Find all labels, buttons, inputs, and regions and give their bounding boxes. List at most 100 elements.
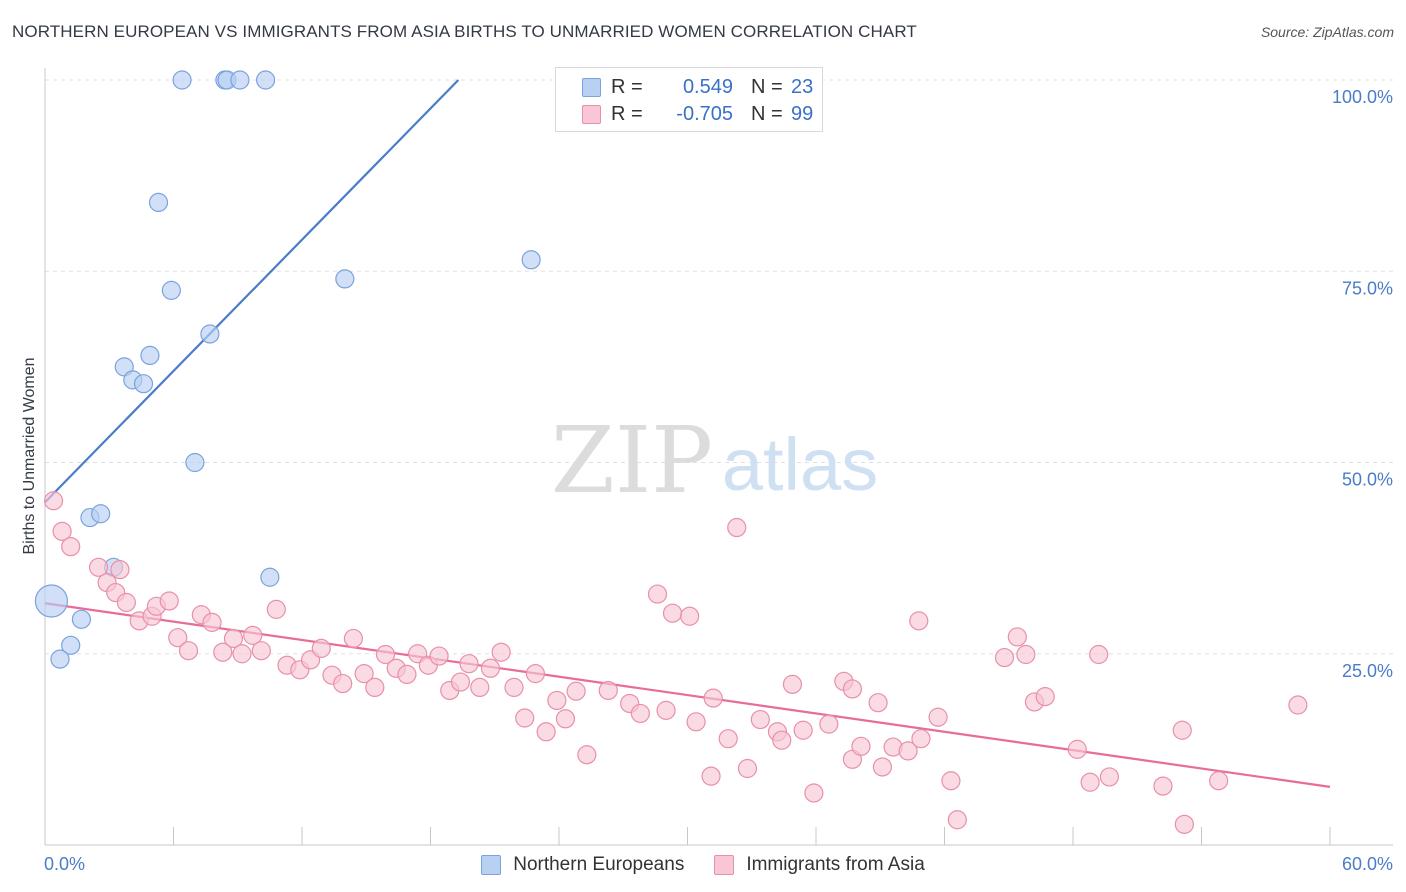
point-immigrants-from-asia: [662, 603, 683, 623]
point-immigrants-from-asia: [680, 606, 700, 626]
point-immigrants-from-asia: [630, 703, 650, 724]
point-immigrants-from-asia: [375, 644, 396, 665]
x-tick-label: 0.0%: [44, 854, 85, 874]
point-immigrants-from-asia: [159, 591, 179, 611]
point-immigrants-from-asia: [718, 729, 738, 749]
point-northern-europeans: [260, 567, 280, 587]
point-northern-europeans: [335, 269, 355, 289]
point-immigrants-from-asia: [213, 642, 233, 662]
point-northern-europeans: [185, 452, 205, 473]
y-tick-label: 25.0%: [1342, 661, 1393, 681]
legend-swatch-pink: [714, 855, 735, 875]
point-immigrants-from-asia: [898, 741, 918, 761]
point-immigrants-from-asia: [354, 664, 374, 684]
legend-row-northern-europeans: R = 0.549 N = 23: [556, 73, 813, 101]
legend-r-value: -0.705: [676, 102, 733, 125]
point-immigrants-from-asia: [1067, 739, 1087, 759]
point-northern-europeans: [255, 70, 276, 90]
point-immigrants-from-asia: [750, 709, 770, 730]
point-immigrants-from-asia: [223, 628, 244, 649]
legend-n-label: N =: [751, 75, 783, 98]
point-immigrants-from-asia: [1174, 814, 1194, 834]
point-immigrants-from-asia: [1172, 720, 1192, 740]
y-tick-labels: 100.0% 75.0% 50.0% 25.0%: [1332, 87, 1393, 681]
point-immigrants-from-asia: [168, 628, 188, 648]
axes: [44, 68, 1393, 846]
point-immigrants-from-asia: [947, 810, 967, 830]
point-immigrants-from-asia: [525, 664, 546, 684]
point-immigrants-from-asia: [116, 592, 136, 613]
point-immigrants-from-asia: [941, 771, 961, 791]
point-immigrants-from-asia: [851, 736, 871, 756]
point-immigrants-from-asia: [311, 638, 331, 658]
point-immigrants-from-asia: [819, 714, 839, 734]
legend-n-label: N =: [751, 102, 783, 125]
point-immigrants-from-asia: [88, 557, 109, 577]
point-immigrants-from-asia: [686, 712, 706, 732]
point-northern-europeans: [91, 504, 111, 524]
point-immigrants-from-asia: [577, 745, 597, 765]
point-northern-europeans: [71, 609, 92, 629]
x-tick-labels: 0.0% 60.0%: [44, 854, 1393, 874]
point-immigrants-from-asia: [703, 688, 723, 708]
point-immigrants-from-asia: [1007, 627, 1027, 647]
legend-n-value: 99: [791, 102, 814, 125]
point-immigrants-from-asia: [782, 674, 803, 694]
point-immigrants-from-asia: [397, 664, 417, 685]
legend-swatch-blue: [582, 77, 601, 97]
point-northern-europeans: [140, 345, 160, 365]
y-axis-label: Births to Unmarried Women: [21, 357, 38, 554]
point-immigrants-from-asia: [178, 641, 199, 661]
point-northern-europeans: [521, 250, 541, 270]
point-immigrants-from-asia: [480, 658, 501, 678]
point-immigrants-from-asia: [701, 766, 721, 786]
point-immigrants-from-asia: [872, 757, 892, 777]
point-immigrants-from-asia: [504, 677, 524, 698]
point-immigrants-from-asia: [1153, 776, 1173, 796]
point-immigrants-from-asia: [536, 722, 556, 742]
point-immigrants-from-asia: [737, 758, 758, 779]
point-northern-europeans: [61, 635, 81, 655]
legend-label: Northern Europeans: [513, 854, 685, 875]
point-immigrants-from-asia: [1089, 644, 1109, 665]
legend-swatch-blue: [481, 855, 502, 875]
point-immigrants-from-asia: [43, 491, 64, 511]
point-immigrants-from-asia: [804, 783, 824, 803]
point-immigrants-from-asia: [727, 517, 747, 538]
legend-item-northern-europeans[interactable]: Northern Europeans: [481, 854, 684, 876]
point-immigrants-from-asia: [793, 720, 813, 740]
x-tick-label: 60.0%: [1342, 854, 1393, 874]
data-points: [34, 70, 1308, 834]
point-immigrants-from-asia: [333, 673, 353, 694]
point-immigrants-from-asia: [266, 599, 286, 619]
point-immigrants-from-asia: [868, 693, 888, 713]
series-legend: Northern Europeans Immigrants from Asia: [0, 852, 1406, 878]
legend-item-immigrants-from-asia[interactable]: Immigrants from Asia: [714, 854, 925, 876]
legend-r-value: 0.549: [682, 75, 733, 98]
correlation-legend: R = 0.549 N = 23 R = -0.705 N = 99: [555, 67, 823, 132]
chart-title: NORTHERN EUROPEAN VS IMMIGRANTS FROM ASI…: [12, 22, 917, 41]
point-immigrants-from-asia: [61, 537, 81, 557]
point-immigrants-from-asia: [110, 559, 130, 580]
point-immigrants-from-asia: [566, 681, 586, 701]
point-immigrants-from-asia: [251, 641, 271, 661]
watermark-atlas: atlas: [722, 423, 878, 506]
y-tick-label: 100.0%: [1332, 87, 1393, 107]
point-northern-europeans: [200, 324, 220, 344]
point-immigrants-from-asia: [598, 680, 618, 701]
legend-row-immigrants-from-asia: R = -0.705 N = 99: [556, 100, 813, 128]
point-northern-europeans: [172, 70, 192, 90]
point-immigrants-from-asia: [1016, 644, 1036, 665]
point-immigrants-from-asia: [243, 625, 263, 645]
trend-line-northern-europeans: [44, 79, 460, 504]
legend-label: Immigrants from Asia: [746, 854, 925, 875]
point-immigrants-from-asia: [928, 707, 948, 727]
point-immigrants-from-asia: [772, 730, 792, 750]
point-northern-europeans: [148, 192, 169, 212]
point-immigrants-from-asia: [429, 646, 449, 666]
point-immigrants-from-asia: [459, 654, 479, 674]
point-immigrants-from-asia: [491, 642, 511, 662]
point-immigrants-from-asia: [1209, 771, 1229, 791]
point-immigrants-from-asia: [909, 611, 929, 631]
